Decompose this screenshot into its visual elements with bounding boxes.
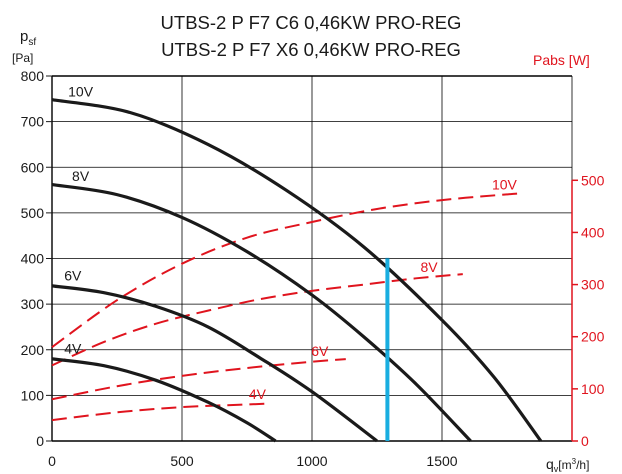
chart-title-line-2: UTBS-2 P F7 X6 0,46KW PRO-REG — [161, 39, 461, 60]
pressure-curve-6v — [51, 284, 378, 443]
y-left-tick-label-300: 300 — [21, 296, 45, 312]
x-tick-label-1000: 1000 — [296, 453, 327, 469]
y-right-tick-label-0: 0 — [581, 433, 589, 449]
power-curve-label-8v: 8V — [420, 259, 438, 275]
power-curve-label-6v: 6V — [311, 343, 329, 359]
power-curve-4v — [51, 402, 271, 422]
power-curve-6v — [51, 358, 346, 401]
pressure-curve-label-8v: 8V — [72, 168, 90, 184]
power-curve-label-10v: 10V — [492, 177, 518, 193]
y-left-ticks: 0 100 200 300 400 500 600 700 800 — [21, 68, 52, 449]
y-left-tick-label-500: 500 — [21, 205, 45, 221]
y-left-tick-label-0: 0 — [36, 433, 44, 449]
pressure-curve-10v — [51, 98, 543, 442]
y-right-tick-label-300: 300 — [581, 277, 605, 293]
y-left-tick-label-100: 100 — [21, 387, 45, 403]
x-tick-label-1500: 1500 — [426, 453, 457, 469]
x-axis-label: qv[m3/h] — [546, 456, 589, 474]
x-unit-pre: [m — [558, 458, 571, 472]
pressure-curve-4v — [51, 357, 277, 443]
y-left-tick-label-400: 400 — [21, 251, 45, 267]
y-right-tick-label-400: 400 — [581, 224, 605, 240]
chart-title-line-1: UTBS-2 P F7 C6 0,46KW PRO-REG — [161, 12, 462, 33]
power-curve-8v — [51, 273, 463, 367]
pressure-curve-8v — [51, 183, 472, 443]
power-curve-label-4v: 4V — [249, 386, 267, 402]
y-left-label-main: p — [20, 28, 28, 45]
x-label-main: q — [546, 456, 554, 472]
x-tick-label-500: 500 — [170, 453, 194, 469]
y-left-axis-unit: [Pa] — [12, 51, 33, 65]
pressure-curve-label-10v: 10V — [68, 83, 94, 99]
y-left-tick-label-200: 200 — [21, 342, 45, 358]
pressure-curves: 10V 8V 6V 4V — [51, 83, 543, 443]
pressure-curve-label-4v: 4V — [64, 341, 82, 357]
operating-point-line — [385, 257, 390, 441]
y-left-axis-label: psf — [20, 28, 36, 48]
x-tick-label-0: 0 — [48, 453, 56, 469]
y-right-tick-label-200: 200 — [581, 329, 605, 345]
y-left-label-sub: sf — [28, 37, 36, 48]
y-right-axis-label: Pabs [W] — [533, 52, 590, 68]
x-ticks: 0 500 1000 1500 — [48, 453, 458, 469]
y-left-tick-label-700: 700 — [21, 114, 45, 130]
x-label-sub: v — [554, 464, 559, 474]
x-unit-sup: 3 — [572, 457, 577, 466]
y-right-tick-label-500: 500 — [581, 172, 605, 188]
power-curve-10v — [51, 192, 523, 348]
grid — [51, 75, 573, 442]
y-right-ticks: 0 100 200 300 400 500 — [571, 172, 605, 449]
y-right-tick-label-100: 100 — [581, 381, 605, 397]
y-left-tick-label-800: 800 — [21, 68, 45, 84]
pressure-curve-label-6v: 6V — [64, 268, 82, 284]
x-unit-post: /h] — [576, 458, 589, 472]
y-left-tick-label-600: 600 — [21, 159, 45, 175]
